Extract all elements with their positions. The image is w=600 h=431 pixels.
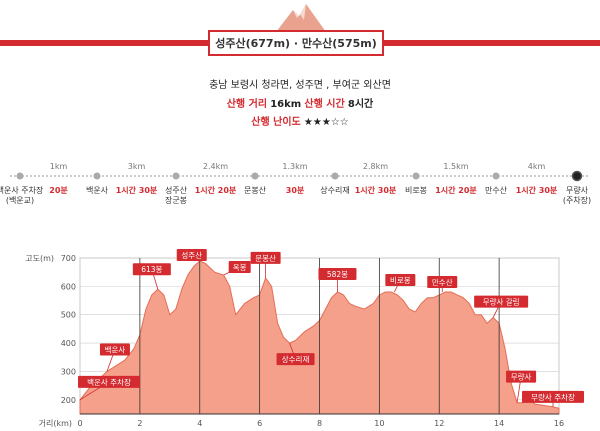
route-segment-time: 1시간 20분: [435, 185, 477, 195]
route-segment-time: 30분: [286, 186, 305, 195]
x-tick-label: 14: [494, 419, 504, 428]
mountain-icon: [276, 4, 326, 32]
annotation-label: 백운사 주차장: [87, 377, 131, 387]
annotation-tag: [250, 251, 281, 264]
route-stop-dot: [412, 172, 420, 180]
route-stop-dot: [251, 172, 259, 180]
route-stop-label: (주차장): [563, 195, 591, 205]
annotation-label: 무량사 갈림: [483, 298, 520, 307]
y-tick-label: 200: [61, 396, 76, 405]
route-segment-time: 1시간 30분: [516, 185, 558, 195]
x-tick-label: 2: [137, 419, 142, 428]
annotation-label: 백운사: [105, 344, 126, 354]
annotation-tag: [522, 390, 585, 403]
route-stop-dot: [93, 172, 101, 180]
difficulty-label: 산행 난이도: [251, 117, 301, 128]
location-text: 충남 보령시 청라면, 성주면 , 부여군 외산면: [209, 80, 391, 91]
route-stop-label: 백운사: [86, 185, 109, 195]
x-tick-label: 10: [374, 419, 384, 428]
annotation-tag: [228, 261, 251, 274]
annotation-tag: [474, 295, 529, 308]
annotation-label: 무량사: [511, 373, 532, 382]
route-stop-label: 상수리재: [320, 185, 349, 195]
distance-time-line: 산행 거리 16km 산행 시간 8시간: [0, 95, 600, 110]
title-box: 성주산(677m) · 만수산(575m): [208, 30, 384, 56]
annotation-label: 성주산: [181, 250, 202, 260]
annotation-label: 옥봉: [233, 263, 247, 272]
elevation-chart: 200 300 400 500 600 700 0 2 4 6 8 10 12 14 16 고도(m) 거리(k…: [25, 249, 585, 428]
annotation-tag: [132, 263, 171, 276]
distance-label: 산행 거리: [226, 99, 268, 110]
route-segment-time: 1시간 20분: [195, 185, 237, 195]
x-tick-label: 8: [317, 419, 322, 428]
x-tick-label: 0: [77, 419, 82, 428]
difficulty-line: 산행 난이도 ★★★☆☆: [0, 113, 600, 128]
route-stop-label: 문봉산: [244, 185, 267, 195]
route-segment-distance: 2.8km: [363, 162, 388, 171]
annotation-tag: [385, 274, 416, 287]
annotation-tag: [276, 353, 315, 366]
route-stop-dot: [571, 170, 583, 182]
route-stop-label: 백운사 주차장: [0, 185, 44, 195]
y-tick-label: 700: [61, 254, 76, 263]
difficulty-stars: ★★★☆☆: [303, 117, 349, 128]
y-tick-label: 400: [61, 339, 76, 348]
annotation-tag: [78, 375, 140, 388]
annotation-label: 613봉: [141, 265, 162, 274]
route-stop-dot: [331, 172, 339, 180]
x-tick-label: 6: [257, 419, 262, 428]
route-stop-dot: [172, 172, 180, 180]
route-segment-distance: 4km: [528, 162, 546, 171]
distance-value: 16km: [270, 99, 302, 110]
annotation-label: 비로봉: [390, 276, 411, 285]
route-stop-label: 비로봉: [405, 186, 427, 195]
route-segment-distance: 1.3km: [282, 162, 307, 171]
annotation-tag: [427, 276, 458, 289]
route-stop-label: 만수산: [485, 185, 508, 195]
y-tick-label: 500: [61, 311, 76, 320]
route-segment-time: 1시간 30분: [116, 185, 158, 195]
route-segment-time: 20분: [49, 186, 68, 195]
route-stop-dot: [16, 172, 24, 180]
y-axis-label: 고도(m): [25, 254, 54, 263]
x-tick-label: 4: [197, 419, 202, 428]
route-stop-label: 장군봉: [165, 195, 187, 205]
annotation-label: 상수리재: [282, 354, 310, 364]
route-segment-distance: 3km: [128, 162, 146, 171]
annotation-label: 무량사 주차장: [531, 392, 575, 402]
annotation-tag: [506, 370, 537, 383]
y-tick-label: 300: [61, 367, 76, 376]
route-segment-distance: 2.4km: [203, 162, 228, 171]
annotation-label: 문봉산: [255, 253, 276, 263]
annotation-label: 만수산: [432, 277, 453, 287]
time-value: 8시간: [347, 99, 374, 110]
annotation-tag: [99, 343, 130, 356]
route-stop-label: 성주산: [165, 185, 188, 195]
annotation-tag: [318, 268, 357, 281]
route-stop-label: 무량사: [566, 185, 589, 195]
x-tick-label: 16: [554, 419, 564, 428]
y-tick-label: 600: [61, 282, 76, 291]
route-segment-time: 1시간 30분: [355, 185, 397, 195]
annotation-tag: [176, 249, 207, 261]
x-axis-label: 거리(km): [39, 419, 72, 428]
route-stop-dot: [492, 172, 500, 180]
route-segment-distance: 1.5km: [443, 162, 468, 171]
time-label: 산행 시간: [304, 99, 345, 110]
route-stop-label: (백운교): [6, 195, 34, 205]
route-segment-distance: 1km: [50, 162, 68, 171]
x-tick-label: 12: [434, 419, 444, 428]
page-title: 성주산(677m) · 만수산(575m): [215, 37, 377, 50]
annotation-label: 582봉: [327, 270, 348, 279]
